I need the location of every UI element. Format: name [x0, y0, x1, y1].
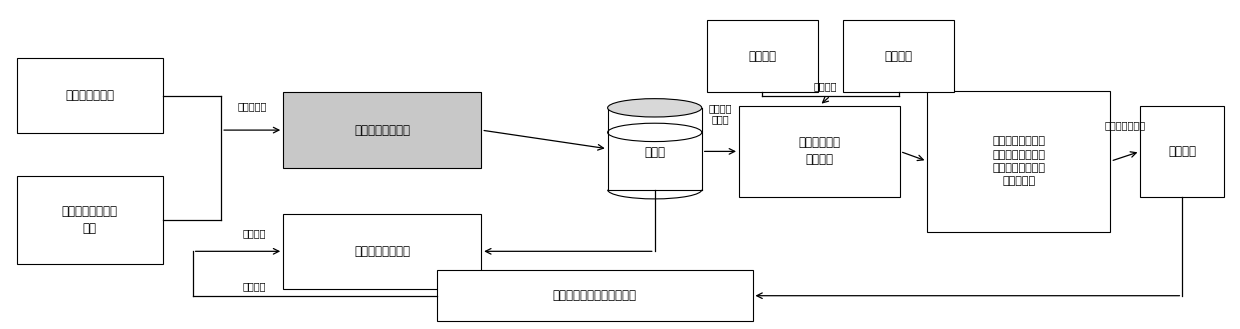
Text: 汽轮机暖机阶段: 汽轮机暖机阶段: [66, 89, 114, 102]
Bar: [707, 20, 818, 92]
Text: 偏最小二乘拟合: 偏最小二乘拟合: [1105, 120, 1146, 130]
Text: 转子疲劳寿命损耗: 转子疲劳寿命损耗: [355, 124, 410, 137]
Text: 燃料消耗: 燃料消耗: [884, 50, 913, 63]
Text: 选择综合经济
成本最低: 选择综合经济 成本最低: [799, 137, 841, 166]
Bar: [739, 106, 900, 197]
Ellipse shape: [608, 99, 702, 117]
Text: 重新计算: 重新计算: [242, 228, 265, 238]
Text: 价格折算: 价格折算: [813, 82, 837, 91]
Text: 汽轮机低负荷保持
阶段: 汽轮机低负荷保持 阶段: [62, 205, 118, 235]
Bar: [928, 91, 1111, 232]
Bar: [17, 58, 162, 133]
Text: 重新计算: 重新计算: [242, 282, 265, 291]
Bar: [17, 176, 162, 265]
Text: 当前高压缸第一级
金属温度下的汽轮
机暖机和低负荷保
持最优时间: 当前高压缸第一级 金属温度下的汽轮 机暖机和低负荷保 持最优时间: [992, 137, 1045, 186]
Bar: [436, 270, 753, 321]
Text: 数据库: 数据库: [645, 146, 665, 159]
Bar: [608, 108, 702, 190]
Text: 保证安全
前提下: 保证安全 前提下: [708, 103, 732, 124]
Text: 解析函数: 解析函数: [1168, 145, 1197, 158]
Bar: [283, 214, 481, 289]
Bar: [1141, 106, 1224, 197]
Bar: [283, 92, 481, 168]
Bar: [843, 20, 955, 92]
Text: 转子寿损: 转子寿损: [749, 50, 776, 63]
Text: 有限元模型: 有限元模型: [237, 102, 267, 112]
Text: 改变高压缸第一级金属温度: 改变高压缸第一级金属温度: [553, 289, 636, 302]
Text: 改变两个阶段时间: 改变两个阶段时间: [355, 245, 410, 258]
